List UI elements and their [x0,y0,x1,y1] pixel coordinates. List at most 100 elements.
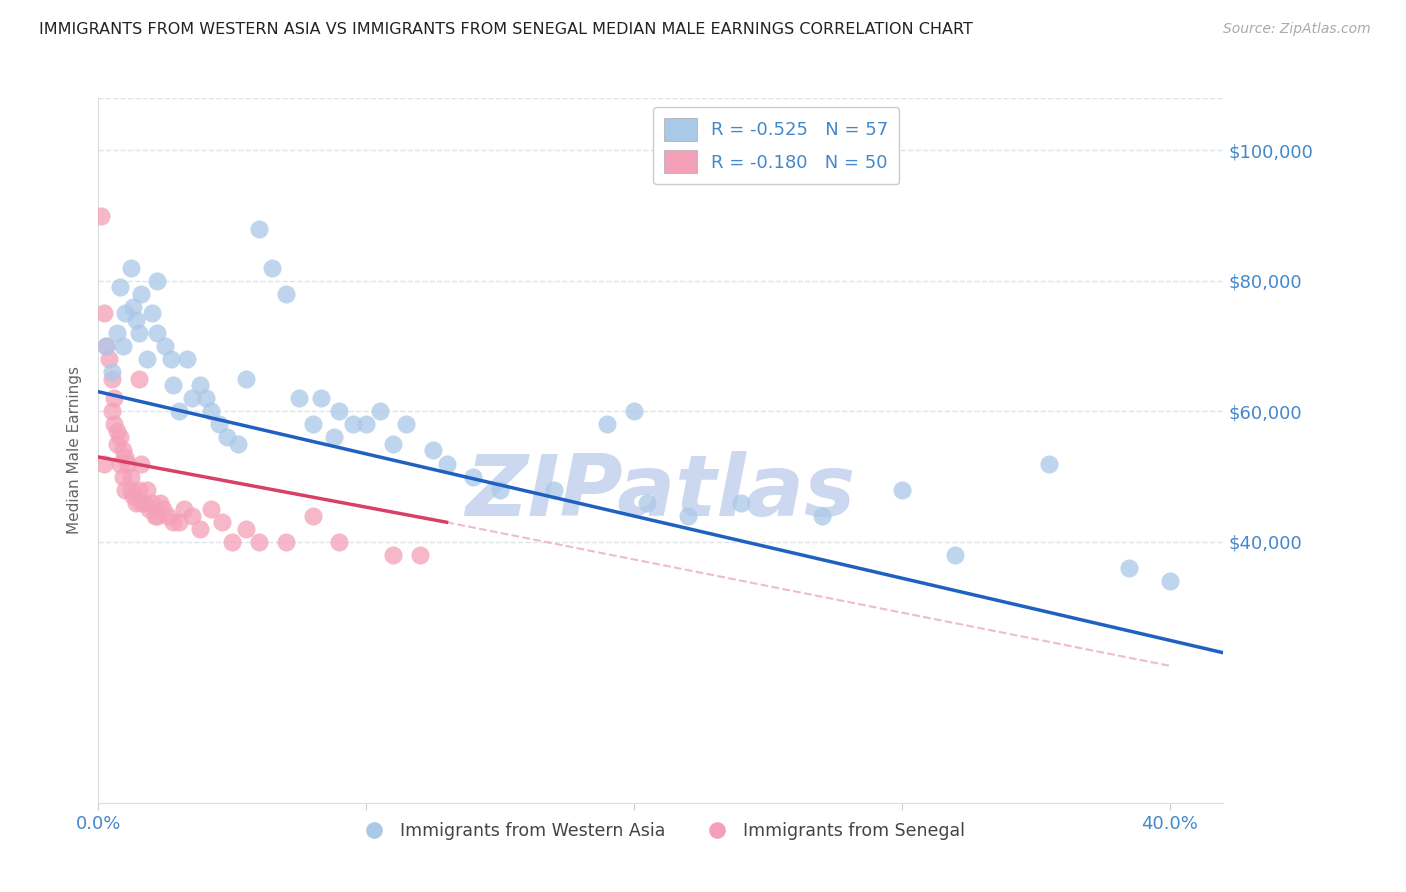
Point [215,430,238,444]
Point [125,313,148,327]
Point [730,496,752,510]
Point [328,404,350,418]
Point [101,365,124,379]
Point [208,417,231,432]
Point [90,209,112,223]
Point [155,339,177,353]
Point [141,306,163,320]
Point [382,437,405,451]
Point [101,372,124,386]
Point [1159,574,1181,588]
Point [114,450,136,464]
Point [247,221,270,235]
Point [328,534,350,549]
Point [135,352,157,367]
Point [200,404,222,418]
Point [96,339,118,353]
Point [111,443,134,458]
Point [129,457,152,471]
Point [489,483,512,497]
Text: IMMIGRANTS FROM WESTERN ASIA VS IMMIGRANTS FROM SENEGAL MEDIAN MALE EARNINGS COR: IMMIGRANTS FROM WESTERN ASIA VS IMMIGRAN… [39,22,973,37]
Point [120,469,142,483]
Point [129,496,152,510]
Point [676,508,699,523]
Point [382,548,405,562]
Point [342,417,364,432]
Point [247,534,270,549]
Point [108,430,131,444]
Point [194,391,217,405]
Point [114,483,136,497]
Point [162,515,184,529]
Point [1118,561,1140,575]
Point [96,339,118,353]
Point [93,457,115,471]
Point [274,286,297,301]
Point [309,391,332,405]
Point [436,457,458,471]
Point [890,483,912,497]
Point [146,274,169,288]
Point [146,508,169,523]
Point [221,534,243,549]
Point [105,326,128,340]
Point [301,508,323,523]
Y-axis label: Median Male Earnings: Median Male Earnings [67,367,83,534]
Point [103,391,125,405]
Point [101,404,124,418]
Point [105,437,128,451]
Point [138,502,160,516]
Point [122,489,145,503]
Point [188,378,211,392]
Point [200,502,222,516]
Point [122,300,145,314]
Point [422,443,444,458]
Point [226,437,249,451]
Point [159,352,181,367]
Point [135,483,157,497]
Point [288,391,311,405]
Point [111,339,134,353]
Point [111,469,134,483]
Text: ZIPatlas: ZIPatlas [465,451,856,534]
Point [301,417,323,432]
Point [108,280,131,294]
Point [143,508,166,523]
Point [368,404,391,418]
Point [354,417,377,432]
Point [141,496,163,510]
Point [463,469,485,483]
Point [623,404,645,418]
Text: Source: ZipAtlas.com: Source: ZipAtlas.com [1223,22,1371,37]
Point [1038,457,1060,471]
Point [810,508,832,523]
Point [128,326,150,340]
Point [636,496,658,510]
Point [176,352,198,367]
Point [173,502,195,516]
Point [129,286,152,301]
Point [93,306,115,320]
Point [167,515,190,529]
Point [162,378,184,392]
Point [120,260,142,275]
Point [543,483,565,497]
Point [395,417,418,432]
Point [132,496,155,510]
Point [188,522,211,536]
Point [596,417,619,432]
Point [103,417,125,432]
Point [108,457,131,471]
Point [181,508,204,523]
Point [125,496,148,510]
Point [120,483,142,497]
Point [409,548,432,562]
Point [211,515,233,529]
Point [105,424,128,438]
Point [167,404,190,418]
Point [262,260,284,275]
Point [235,372,257,386]
Legend: Immigrants from Western Asia, Immigrants from Senegal: Immigrants from Western Asia, Immigrants… [350,815,972,847]
Point [945,548,967,562]
Point [146,326,169,340]
